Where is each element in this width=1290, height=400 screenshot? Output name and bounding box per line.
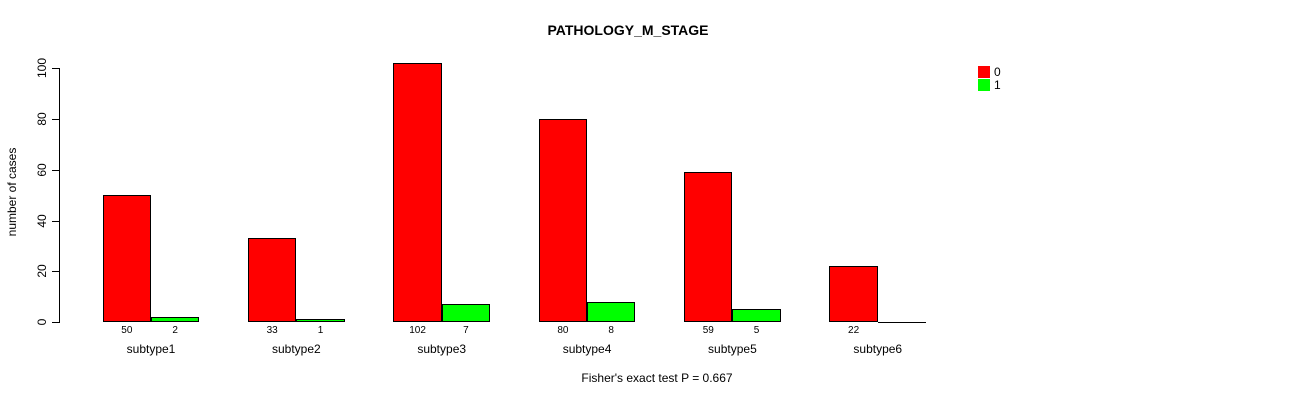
legend-swatch-0 [978, 66, 990, 78]
bar-series0-subtype5 [684, 172, 733, 322]
y-tick-mark [52, 220, 60, 222]
bar-series0-subtype6 [829, 266, 878, 322]
legend-label-0: 0 [994, 65, 1001, 79]
bar-count-label: 59 [702, 325, 714, 336]
bar-series1-subtype5 [732, 309, 781, 322]
bar-series0-subtype3 [393, 63, 442, 322]
bar-series1-subtype4 [587, 302, 636, 322]
bar-count-label: 5 [753, 325, 760, 336]
bar-count-label: 50 [121, 325, 133, 336]
y-tick-label: 80 [35, 112, 49, 126]
bar-count-label: 33 [266, 325, 278, 336]
bar-count-label: 7 [463, 325, 469, 336]
bar-series1-subtype3 [441, 304, 490, 322]
category-label-subtype3: subtype3 [417, 342, 467, 356]
y-tick-label: 60 [35, 163, 49, 177]
y-tick-mark [52, 169, 60, 171]
bar-series0-subtype4 [538, 119, 588, 322]
bar-series0-subtype2 [248, 238, 297, 322]
chart-title: PATHOLOGY_M_STAGE [547, 22, 709, 38]
y-tick-mark [52, 271, 60, 273]
legend-label-1: 1 [994, 78, 1001, 92]
bar-count-label: 1 [317, 325, 324, 336]
category-label-subtype6: subtype6 [853, 342, 903, 356]
annotation-text: Fisher's exact test P = 0.667 [581, 371, 733, 385]
y-axis-line [59, 68, 60, 323]
y-tick-label: 0 [35, 318, 49, 326]
bar-count-label: 80 [557, 325, 569, 336]
bar-series0-subtype1 [102, 195, 151, 322]
bar-series1-subtype6 [877, 322, 927, 323]
y-axis-title: number of cases [5, 147, 19, 237]
y-tick-mark [52, 119, 60, 121]
y-tick-label: 40 [35, 213, 49, 228]
legend-swatch-1 [978, 79, 990, 91]
category-label-subtype1: subtype1 [126, 342, 176, 356]
y-tick-mark [52, 322, 60, 323]
y-tick-label: 100 [35, 58, 49, 79]
bar-count-label: 2 [172, 325, 178, 336]
category-label-subtype5: subtype5 [708, 342, 757, 356]
bar-series1-subtype1 [151, 317, 200, 322]
y-tick-label: 20 [35, 264, 49, 278]
category-label-subtype2: subtype2 [271, 342, 321, 356]
bar-series1-subtype2 [296, 319, 345, 322]
bar-count-label: 22 [848, 325, 860, 336]
category-label-subtype4: subtype4 [562, 342, 612, 356]
bar-count-label: 102 [409, 325, 426, 336]
y-tick-mark [52, 68, 60, 70]
bar-count-label: 8 [608, 325, 614, 336]
